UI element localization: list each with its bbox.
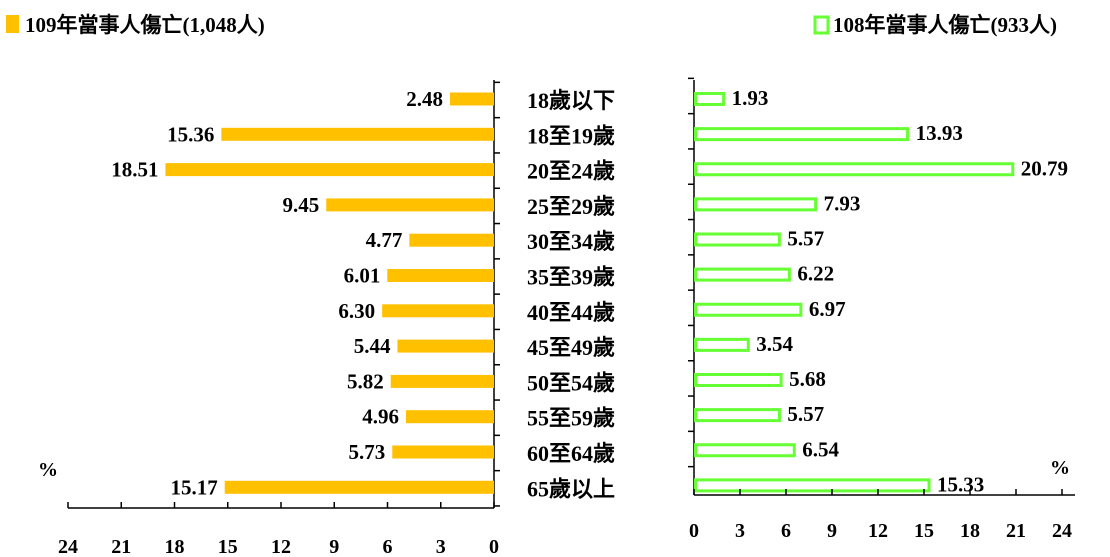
right-x-tick-label: 12 (868, 520, 888, 542)
left-unit-label: % (38, 459, 58, 481)
category-label: 18歲以下 (527, 88, 615, 113)
left-bar-value-label: 18.51 (111, 158, 158, 182)
right-bar (694, 302, 803, 317)
right-bar (694, 478, 931, 493)
left-bar (409, 233, 494, 247)
right-unit-label: % (1050, 457, 1070, 479)
right-bar-value-label: 5.57 (787, 227, 824, 251)
left-x-tick-label: 0 (489, 536, 499, 557)
right-x-tick-label: 18 (960, 520, 980, 542)
left-bar (390, 374, 494, 388)
legend-right: 108年當事人傷亡(933人) (813, 13, 1057, 37)
legend-right-label: 108年當事人傷亡(933人) (833, 13, 1057, 37)
left-x-tick-label: 6 (383, 536, 393, 557)
right-x-tick-label: 0 (689, 520, 699, 542)
category-label: 30至34歲 (527, 229, 615, 254)
left-bar-value-label: 5.82 (347, 369, 384, 393)
left-bar-value-label: 2.48 (406, 87, 443, 111)
right-bar (694, 443, 796, 458)
category-label: 65歲以上 (527, 476, 615, 501)
legend-left: 109年當事人傷亡(1,048人) (6, 13, 265, 37)
left-bar-value-label: 6.30 (338, 299, 375, 323)
right-x-tick-label: 9 (827, 520, 837, 542)
right-bar-value-label: 1.93 (732, 86, 769, 110)
right-bar-value-label: 5.57 (787, 402, 824, 426)
right-bar-value-label: 20.79 (1021, 156, 1068, 180)
right-bar (694, 373, 783, 387)
left-bar (224, 480, 495, 494)
left-bar (221, 127, 495, 141)
left-bar (382, 304, 494, 318)
left-x-tick-label: 3 (436, 536, 446, 557)
right-bar (694, 408, 781, 423)
right-bar (694, 337, 750, 352)
left-bars: 2.48 15.36 18.51 9.45 4.77 6.01 6.30 5.44 5.82 4.… (111, 87, 495, 499)
left-bar (165, 163, 494, 177)
left-bar-value-label: 9.45 (283, 193, 320, 217)
right-bar (694, 197, 818, 212)
left-bar-value-label: 15.17 (170, 475, 217, 499)
category-label: 55至59歲 (527, 406, 615, 431)
right-bar (694, 92, 726, 106)
left-x-tick-label: 15 (218, 536, 238, 557)
category-label: 35至39歲 (527, 265, 615, 290)
right-bar-value-label: 6.22 (797, 262, 834, 286)
left-ticks: 0 3 6 9 12 15 18 21 24 (58, 81, 500, 557)
left-bar-value-label: 6.01 (344, 264, 381, 288)
category-label: 50至54歲 (527, 370, 615, 395)
left-x-tick-label: 21 (111, 536, 131, 557)
right-bar-value-label: 6.97 (809, 297, 846, 321)
right-bar-value-label: 3.54 (756, 332, 793, 356)
category-label: 25至29歲 (527, 194, 615, 219)
left-bar (326, 198, 494, 212)
left-panel: % 2.48 15.36 18.51 9.45 4.77 6.01 6.30 5.44 5.82… (38, 80, 500, 557)
category-label: 60至64歲 (527, 441, 615, 466)
right-bar (694, 267, 791, 282)
left-bar-value-label: 5.73 (349, 440, 386, 464)
right-panel: % 1.9313.9320.797.935.576.226.973.545.68… (688, 77, 1075, 542)
right-bar-value-label: 15.33 (937, 472, 984, 496)
left-bar (405, 410, 494, 424)
left-bar-value-label: 4.77 (366, 228, 403, 252)
left-x-tick-label: 24 (58, 536, 78, 557)
left-bar (392, 445, 494, 459)
right-bar (694, 162, 1015, 177)
right-bars: 1.9313.9320.797.935.576.226.973.545.685.… (694, 86, 1068, 496)
left-x-tick-label: 18 (165, 536, 185, 557)
left-x-tick-label: 9 (329, 536, 339, 557)
right-x-tick-label: 3 (735, 520, 745, 542)
left-bar (397, 339, 494, 353)
left-bar (387, 269, 494, 282)
legend-right-swatch (813, 15, 830, 35)
left-bar-value-label: 5.44 (354, 334, 391, 358)
left-bar-value-label: 4.96 (362, 405, 399, 429)
category-labels: 18歲以下 18至19歲 20至24歲 25至29歲 30至34歲 35至39歲 40至44… (527, 88, 615, 501)
right-bar-value-label: 7.93 (824, 191, 861, 215)
right-bar-value-label: 6.54 (802, 437, 839, 461)
category-label: 40至44歲 (527, 300, 615, 325)
category-label: 20至24歲 (527, 159, 615, 184)
legend-left-label: 109年當事人傷亡(1,048人) (25, 13, 265, 37)
right-bar (694, 232, 781, 247)
category-label: 45至49歲 (527, 335, 615, 360)
right-bar-value-label: 5.68 (789, 367, 826, 391)
right-bar-value-label: 13.93 (916, 121, 963, 145)
right-ticks: 0 3 6 9 12 15 18 21 24 (688, 77, 1072, 542)
legend-left-swatch (6, 15, 19, 33)
category-label: 18至19歲 (527, 123, 615, 148)
left-bar-value-label: 15.36 (167, 122, 214, 146)
right-x-tick-label: 21 (1006, 520, 1026, 542)
right-x-tick-label: 6 (781, 520, 791, 542)
right-x-tick-label: 24 (1052, 520, 1072, 542)
left-x-tick-label: 12 (271, 536, 291, 557)
right-x-tick-label: 15 (914, 520, 934, 542)
right-bar (694, 127, 910, 142)
left-bar (449, 92, 494, 106)
